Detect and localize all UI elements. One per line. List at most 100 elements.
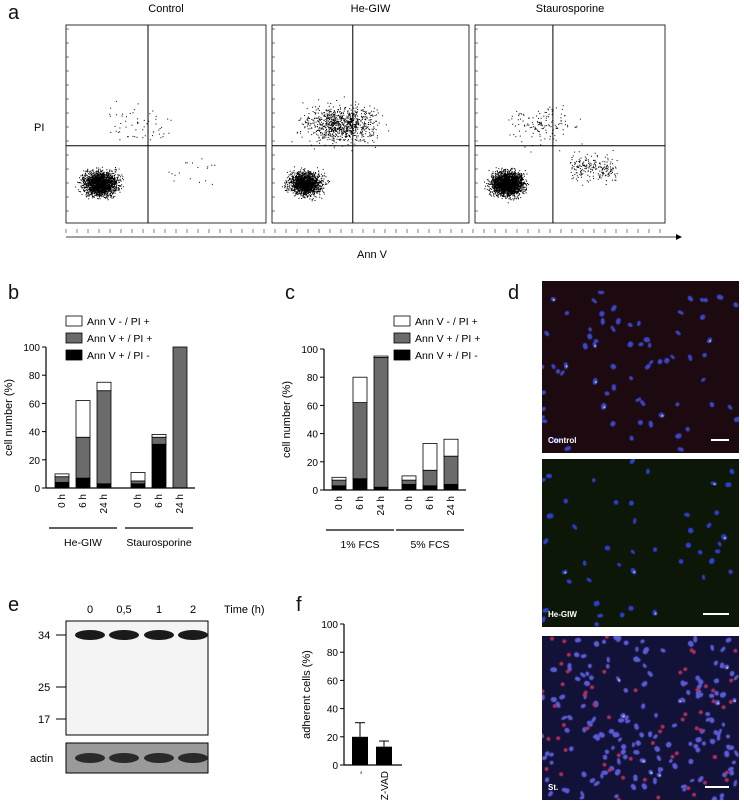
y-axis-label: PI: [34, 122, 44, 134]
mw-marker-label: 25: [38, 682, 50, 694]
x-axis-label: Ann V: [357, 249, 388, 261]
micrograph-label: Control: [548, 436, 577, 445]
legend-label: Ann V - / PI +: [87, 316, 150, 328]
legend-swatch: [65, 315, 83, 327]
x-tick-label: 24 h: [99, 494, 110, 513]
actin-band: [75, 753, 105, 763]
bar-segment: [172, 346, 188, 489]
x-tick-label: 0 h: [334, 496, 345, 510]
bar-segment: [75, 400, 91, 438]
bar-segment: [401, 483, 417, 491]
chart-panel-f: adherent cells (%) 0 20 40 60 80 100 - Z-VAD: [301, 620, 402, 800]
panel-letter-c: c: [285, 282, 295, 304]
actin-band: [144, 753, 174, 763]
mw-marker-label: 34: [38, 630, 50, 642]
plot-frame: [65, 24, 267, 224]
bar-segment: [422, 485, 438, 491]
y-tick-label: 80: [29, 371, 41, 382]
bar-segment: [75, 477, 91, 489]
lane-label: 0,5: [116, 604, 131, 616]
y-tick-label: 60: [327, 676, 339, 687]
bar-segment: [331, 479, 347, 487]
scale-bar: [705, 786, 729, 788]
scale-bar: [711, 439, 729, 441]
bar-segment: [54, 476, 70, 483]
western-blot-panel: 0 0,5 1 2 Time (h) 34 25 17 actin: [30, 604, 265, 774]
micrograph-control: Control: [542, 281, 739, 453]
x-tick-label: 0 h: [57, 494, 68, 508]
actin-band: [109, 753, 139, 763]
scatter-plot-3: Staurosporine: [474, 3, 666, 224]
bar-segment: [96, 381, 112, 392]
bar: [352, 736, 368, 765]
bar-segment: [443, 483, 459, 491]
y-tick-label: 20: [307, 458, 319, 469]
x-tick-label: 24 h: [175, 494, 186, 513]
protein-band: [178, 630, 208, 640]
y-tick-label: 80: [307, 373, 319, 384]
y-tick-label: 40: [327, 705, 339, 716]
panel-letter-b: b: [8, 282, 20, 304]
y-tick-label: 100: [321, 620, 338, 631]
y-tick-label: 20: [29, 456, 41, 467]
micrograph-image: [542, 636, 739, 800]
scatter-points: [75, 100, 216, 201]
bar-segment: [151, 436, 167, 445]
scatter-plot-1: Control: [65, 3, 267, 224]
protein-band: [75, 630, 105, 640]
mw-marker-label: 17: [38, 714, 50, 726]
legend-label: Ann V + / PI -: [87, 350, 150, 362]
chart-panel-c: cell number (%) 0 20 40 60 80 100 Ann V - / PI …: [281, 315, 480, 551]
x-tick-label: 6 h: [425, 496, 436, 510]
bar-segment: [373, 357, 389, 488]
bar-segment: [401, 475, 417, 481]
plot-title: Staurosporine: [536, 3, 605, 15]
y-tick-label: 20: [327, 733, 339, 744]
x-tick-label: 0 h: [404, 496, 415, 510]
bar-segment: [130, 472, 146, 482]
scatter-points: [484, 105, 618, 204]
lane-label: 1: [156, 604, 162, 616]
bar-segment: [352, 376, 368, 403]
x-tick-label: 6 h: [355, 496, 366, 510]
y-tick-label: 100: [23, 343, 40, 354]
y-tick-label: 80: [327, 648, 339, 659]
bar-segment: [130, 480, 146, 485]
plot-title: Control: [148, 3, 183, 15]
panel-letter-e: e: [8, 594, 20, 616]
legend-swatch: [393, 315, 411, 327]
y-tick-label: 60: [307, 401, 319, 412]
legend-swatch: [65, 332, 83, 344]
bar-segment: [443, 438, 459, 457]
y-tick-label: 0: [332, 761, 338, 772]
bar: [376, 746, 392, 765]
actin-band: [178, 753, 208, 763]
panel-letter-d: d: [508, 282, 520, 304]
loading-control-label: actin: [30, 753, 53, 765]
time-label: Time (h): [224, 604, 265, 616]
bar-segment: [422, 443, 438, 471]
bar-segment: [352, 478, 368, 491]
legend-label: Ann V + / PI +: [87, 333, 152, 345]
scatter-plot-2: He-GIW: [271, 3, 470, 224]
protein-band: [109, 630, 139, 640]
bar-segment: [96, 390, 112, 485]
blot-membrane: [65, 620, 209, 736]
y-tick-label: 0: [34, 484, 40, 495]
lane-label: 2: [190, 604, 196, 616]
chart-panel-b: cell number (%) 0 20 40 60 80 100 Ann V - / PI …: [3, 315, 195, 549]
group-label: 1% FCS: [340, 539, 379, 551]
y-tick-label: 60: [29, 399, 41, 410]
panel-letter-a: a: [8, 2, 20, 24]
legend-label: Ann V + / PI +: [415, 333, 480, 345]
bar-segment: [422, 469, 438, 487]
y-axis-label: cell number (%): [3, 379, 15, 456]
legend-label: Ann V + / PI -: [415, 350, 478, 362]
legend-label: Ann V - / PI +: [415, 316, 478, 328]
x-tick-label: 24 h: [376, 496, 387, 515]
group-label: He-GIW: [64, 537, 102, 549]
micrograph-staurosporine: St.: [542, 636, 739, 800]
group-label: 5% FCS: [410, 539, 449, 551]
scatter-points: [281, 96, 390, 202]
